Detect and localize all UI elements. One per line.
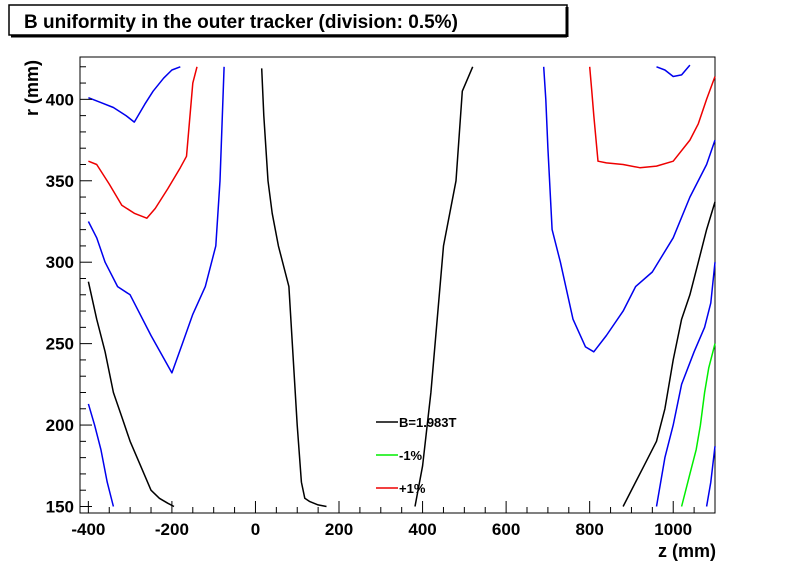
series-layer	[87, 64, 716, 508]
contour-line-12	[680, 343, 716, 507]
y-tick-label: 400	[46, 90, 74, 109]
contour-line-3	[87, 281, 175, 508]
legend-label: B=1.983T	[399, 415, 457, 430]
y-tick-label: 150	[46, 497, 74, 516]
y-tick-label: 350	[46, 172, 74, 191]
x-tick-label: 0	[251, 520, 260, 539]
plot-frame	[79, 56, 716, 514]
y-tick-label: 300	[46, 253, 74, 272]
chart-title: B uniformity in the outer tracker (divis…	[24, 12, 458, 33]
x-tick-label: 600	[492, 520, 520, 539]
x-tick-label: 1000	[654, 520, 692, 539]
legend-label: -1%	[399, 448, 423, 463]
axis-layer: -400 -200 0 200 400 600 800 1000 150 200 250 300 350…	[46, 66, 716, 539]
contour-line-1	[260, 68, 327, 508]
contour-line-13	[88, 66, 198, 219]
contour-line-14	[588, 66, 716, 169]
contour-line-4	[622, 201, 716, 507]
contour-line-11	[705, 446, 716, 507]
legend: B=1.983T -1% +1%	[376, 415, 457, 496]
x-tick-label: 200	[325, 520, 353, 539]
contour-line-10	[655, 262, 716, 507]
y-tick-label: 250	[46, 335, 74, 354]
contour-line-8	[542, 66, 716, 353]
x-axis-label: z (mm)	[658, 541, 716, 561]
y-axis-label: r (mm)	[22, 60, 42, 116]
contour-line-2	[414, 66, 474, 507]
contour-line-5	[87, 403, 115, 507]
x-tick-label: 400	[408, 520, 436, 539]
x-tick-label: 800	[575, 520, 603, 539]
y-tick-label: 200	[46, 416, 74, 435]
contour-line-6	[87, 66, 225, 374]
title-box: B uniformity in the outer tracker (divis…	[8, 4, 569, 38]
contour-line-9	[656, 64, 691, 78]
x-tick-label: -200	[155, 520, 189, 539]
legend-label: +1%	[399, 481, 426, 496]
contour-line-7	[88, 66, 181, 123]
x-tick-label: -400	[71, 520, 105, 539]
